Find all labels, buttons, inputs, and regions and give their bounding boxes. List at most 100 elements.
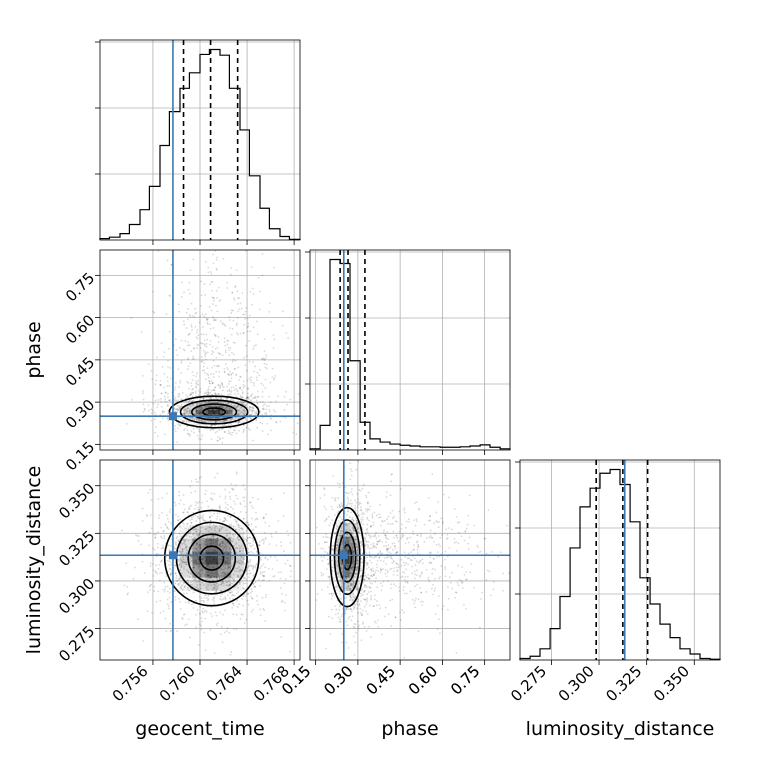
scatter-point (350, 505, 353, 507)
scatter-point (199, 546, 202, 549)
scatter-point (360, 509, 362, 511)
scatter-point (411, 565, 414, 568)
scatter-point (181, 548, 184, 551)
scatter-point (248, 565, 251, 567)
scatter-point (256, 518, 259, 521)
density-cell (179, 564, 193, 578)
scatter-point (183, 568, 185, 570)
scatter-point (161, 410, 164, 413)
density-cell (231, 577, 245, 591)
scatter-point (270, 498, 273, 500)
scatter-point (154, 413, 157, 416)
scatter-point (193, 418, 196, 421)
scatter-point (346, 587, 349, 590)
scatter-point (209, 271, 212, 273)
scatter-point (238, 528, 241, 531)
scatter-point (210, 309, 213, 312)
scatter-point (201, 532, 204, 535)
scatter-point (323, 487, 325, 490)
scatter-point (364, 545, 367, 548)
scatter-point (399, 611, 401, 614)
scatter-point (256, 371, 259, 374)
scatter-point (228, 491, 231, 494)
scatter-point (421, 600, 424, 603)
scatter-point (429, 562, 432, 565)
scatter-point (261, 571, 264, 574)
scatter-point (248, 572, 251, 575)
scatter-point (423, 523, 426, 526)
scatter-point (339, 618, 341, 620)
scatter-point (200, 280, 202, 283)
scatter-point (369, 555, 371, 558)
scatter-point (365, 494, 367, 497)
scatter-point (229, 591, 231, 594)
scatter-point (191, 400, 194, 403)
scatter-point (239, 503, 242, 506)
scatter-point (357, 527, 360, 530)
scatter-point (381, 584, 384, 587)
scatter-point (247, 392, 249, 395)
scatter-point (96, 420, 98, 422)
scatter-point (186, 511, 189, 514)
scatter-point (225, 408, 228, 410)
scatter-point (206, 367, 209, 370)
scatter-point (230, 565, 233, 568)
scatter-point (141, 507, 144, 510)
scatter-point (226, 503, 229, 506)
scatter-point (326, 586, 329, 588)
scatter-point (222, 323, 224, 326)
scatter-point (456, 521, 459, 524)
scatter-point (199, 546, 202, 549)
scatter-point (187, 571, 190, 574)
scatter-point (434, 613, 437, 616)
scatter-point (183, 503, 185, 506)
scatter-point (355, 569, 357, 572)
scatter-point (338, 580, 341, 583)
scatter-point (350, 566, 353, 569)
scatter-point (201, 610, 204, 613)
scatter-point (351, 566, 354, 569)
scatter-point (198, 543, 201, 546)
scatter-point (200, 333, 203, 336)
scatter-point (211, 400, 213, 403)
scatter-point (331, 519, 334, 522)
scatter-point (154, 399, 157, 402)
scatter-point (413, 519, 415, 522)
scatter-point (202, 397, 205, 400)
scatter-point (237, 574, 239, 577)
scatter-point (234, 286, 236, 288)
scatter-point (219, 506, 221, 509)
scatter-point (213, 600, 215, 602)
scatter-point (341, 540, 344, 543)
scatter-point (229, 515, 232, 518)
luminosity-distance-vs-phase-panel: 0.15 0.30 0.45 0.60 0.750.15 0.30 0.45 0.60 0.75 (278, 459, 511, 698)
scatter-point (177, 417, 179, 419)
scatter-point (226, 343, 229, 346)
scatter-point (272, 575, 275, 578)
scatter-point (144, 212, 146, 214)
scatter-point (266, 422, 269, 425)
scatter-point (230, 523, 233, 526)
scatter-point (240, 545, 243, 547)
y-tick-label-phase: 0.30 (62, 396, 98, 432)
scatter-point (389, 546, 392, 549)
scatter-point (201, 402, 204, 405)
scatter-point (352, 528, 355, 531)
scatter-point (373, 594, 376, 597)
scatter-point (243, 428, 245, 431)
scatter-point (357, 598, 360, 601)
scatter-point (201, 568, 203, 570)
scatter-point (237, 310, 240, 313)
scatter-point (245, 530, 248, 532)
scatter-point (229, 538, 231, 541)
scatter-point (409, 559, 412, 561)
scatter-point (163, 410, 166, 413)
scatter-point (158, 563, 161, 566)
scatter-point (352, 580, 355, 583)
scatter-point (189, 505, 191, 508)
density-contour (337, 531, 357, 583)
scatter-point (185, 394, 188, 397)
scatter-point (211, 345, 214, 348)
scatter-point (358, 604, 361, 607)
scatter-point (327, 563, 330, 565)
